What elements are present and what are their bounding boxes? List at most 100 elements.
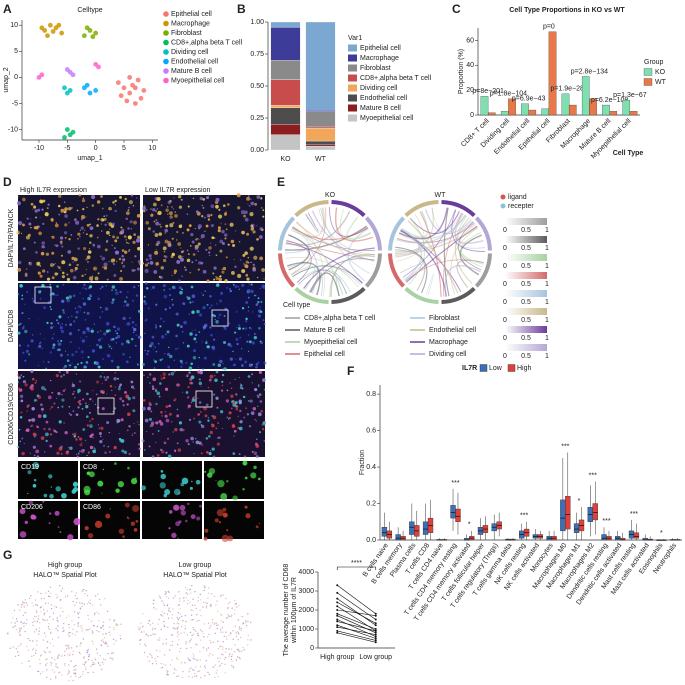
spatial-dot [228,654,231,656]
spatial-dot [186,593,189,595]
micro-speck [37,414,42,419]
micro-speck [119,195,122,199]
spatial-dot [40,654,43,656]
spatial-dot [188,659,190,661]
umap-point [93,30,99,36]
micro-speck [49,351,52,354]
micro-speck [255,303,259,306]
micro-speck [115,260,118,263]
micro-speck [82,357,84,359]
x-tick-label: 0 [94,145,98,152]
micro-speck [198,331,201,334]
micro-speck [255,365,258,369]
spatial-dot [153,607,155,609]
micro-speck [219,239,224,244]
spatial-dot [190,609,193,611]
spatial-dot [181,676,184,679]
spatial-dot [199,659,202,661]
micro-speck [32,483,37,488]
micro-speck [134,269,136,271]
paired-line [337,598,376,626]
chord [443,212,463,297]
spatial-dot [192,598,194,600]
chord-ring [278,216,296,251]
spatial-dot [194,658,196,660]
micro-speck [79,292,81,295]
spatial-dot [86,629,88,631]
micro-speck [186,396,190,399]
micro-speck [53,402,56,405]
micro-speck [164,232,166,234]
micro-speck [178,421,183,425]
bar-segment [270,60,301,80]
spatial-dot [68,623,70,626]
micro-speck [206,450,209,454]
micro-speck [220,389,224,392]
y-axis-label: The average number of CD68 [283,564,290,657]
umap-point [59,30,65,36]
spatial-dot [78,651,81,654]
spatial-dot [96,630,98,632]
micro-speck [199,196,203,201]
micro-speck [214,318,216,321]
micro-speck [58,213,61,216]
micro-speck [98,345,103,349]
spatial-dot [160,628,162,631]
micro-speck [223,212,228,216]
micro-speck [168,306,172,310]
micro-speck [80,218,84,221]
micro-speck [174,214,178,218]
box [381,527,388,537]
spatial-dot [206,602,208,605]
micro-speck [173,271,177,275]
micro-speck [185,361,188,364]
legend-title: Cell type [283,302,310,309]
micro-speck [213,314,217,318]
spatial-dot [27,637,29,640]
micro-speck [201,204,203,207]
micro-speck [60,375,63,378]
micro-speck [19,531,27,538]
spatial-dot [19,629,21,631]
spatial-dot [113,621,115,623]
micro-speck [191,300,194,304]
spatial-dot [7,633,9,635]
micro-speck [99,435,102,438]
micro-speck [241,387,244,390]
micro-speck [244,217,249,222]
micro-speck [225,256,228,259]
spatial-dot [68,627,70,629]
micro-speck [195,440,200,445]
spatial-dot [235,659,238,662]
point [374,633,377,636]
spatial-dot [211,618,214,621]
micro-speck [237,415,239,417]
spatial-dot [231,607,233,610]
spatial-dot [20,627,23,629]
spatial-dot [234,599,236,602]
micro-speck [152,387,155,391]
color-scale [505,236,547,243]
micro-speck [151,285,156,289]
spatial-dot [203,589,205,592]
micro-speck [152,377,157,382]
y-tick-label: 0.8 [366,391,376,398]
spatial-dot [237,619,239,621]
micro-speck [127,291,129,293]
chord [346,216,372,241]
spatial-dot [185,596,187,599]
spatial-dot [234,609,236,611]
micro-speck [173,197,175,199]
spatial-dot [36,644,38,646]
micro-speck [220,493,228,500]
micro-speck [222,266,227,271]
spatial-dot [184,627,186,630]
spatial-dot [158,639,161,641]
y-tick-label: 0.0 [366,537,376,544]
spatial-dot [79,653,82,655]
spatial-dot [103,636,106,639]
spatial-dot [99,598,101,601]
chord [285,257,359,288]
legend-swatch [500,194,506,200]
spatial-dot [35,604,37,606]
